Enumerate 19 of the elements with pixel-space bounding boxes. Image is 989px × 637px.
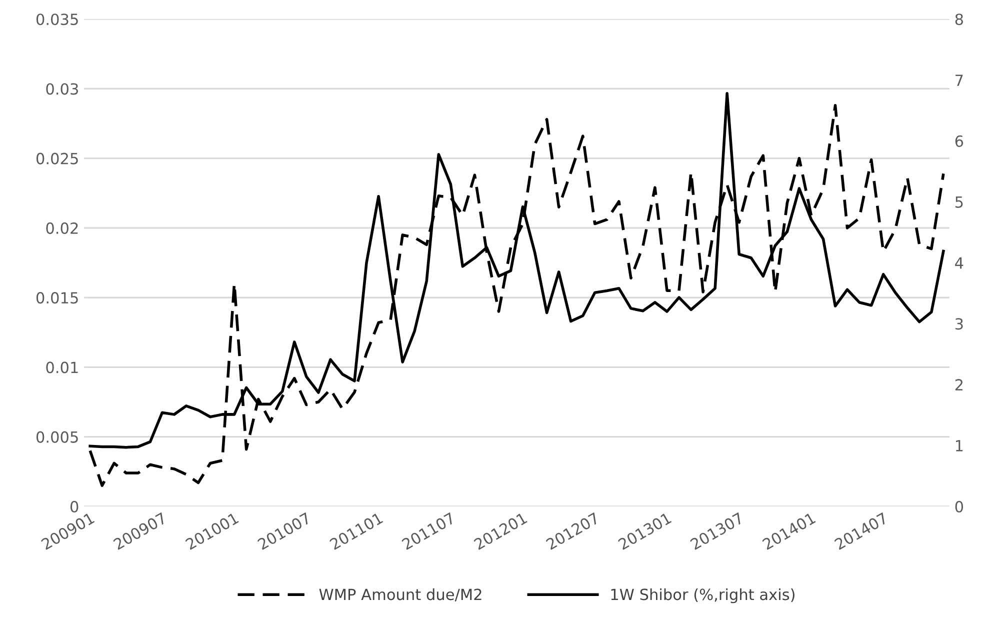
y-tick-label: 0 [70, 500, 78, 512]
y-tick-label: 0.025 [36, 152, 78, 164]
y2-tick-label: 2 [955, 379, 962, 390]
y-tick-label: 0.005 [36, 431, 78, 443]
y2-tick-label: 0 [955, 500, 964, 512]
y-tick-label: 0.03 [46, 83, 78, 95]
legend-label: WMP Amount due/M2 [319, 588, 482, 602]
y-tick-label: 0.035 [36, 14, 78, 26]
legend-label: 1W Shibor (%,right axis) [611, 588, 794, 604]
y-tick-label: 0.015 [36, 292, 78, 304]
y2-tick-label: 4 [955, 257, 964, 269]
y2-tick-label: 3 [955, 318, 963, 330]
y2-tick-label: 5 [955, 196, 963, 208]
y2-tick-label: 6 [955, 135, 964, 147]
y2-tick-label: 7 [956, 74, 963, 86]
y-tick-label: 0.01 [46, 362, 78, 374]
y-tick-label: 0.02 [46, 222, 78, 234]
y2-tick-label: 8 [955, 14, 963, 26]
y2-tick-label: 1 [956, 440, 963, 452]
